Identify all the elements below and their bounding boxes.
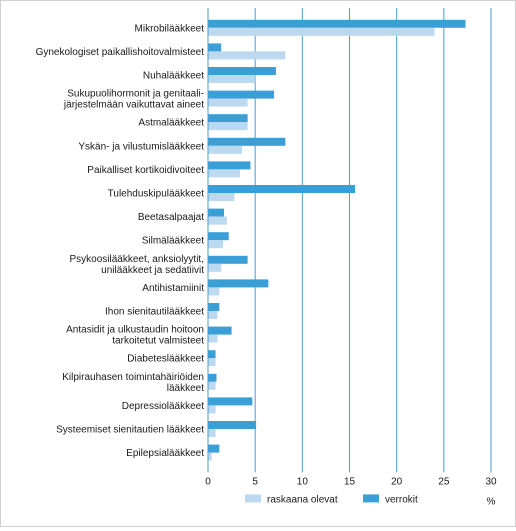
category-label: Nuhalääkkeet (143, 71, 204, 82)
category-label: Tulehduskipulääkkeet (108, 189, 205, 200)
x-tick-label: 25 (438, 476, 450, 487)
bar-raskaana-olevat (208, 27, 435, 36)
bar-raskaana-olevat (208, 381, 216, 390)
bar-verrokit (208, 114, 248, 123)
bar-raskaana-olevat (208, 98, 248, 107)
category-label: Diabeteslääkkeet (127, 354, 204, 365)
bar-raskaana-olevat (208, 311, 218, 319)
bar-verrokit (208, 208, 225, 217)
category-label: Psykoosilääkkeet, anksiolyytit, unilääkke… (69, 254, 204, 276)
category-label: Mikrobilääkkeet (135, 23, 205, 34)
bar-raskaana-olevat (208, 145, 242, 154)
bar-verrokit (208, 90, 275, 99)
bars (208, 19, 466, 461)
category-label: Antihistamiinit (142, 283, 204, 294)
category-label: Beetasalpaajat (138, 212, 204, 223)
legend-label-verrokit: verrokit (385, 494, 418, 505)
x-tick-label: 20 (391, 476, 403, 487)
category-label: Epilepsialääkkeet (126, 448, 204, 459)
category-label: Depressiolääkkeet (122, 401, 204, 412)
bar-verrokit (208, 137, 286, 146)
unit-label: % (487, 496, 496, 507)
bar-raskaana-olevat (208, 287, 220, 296)
x-tick-label: 0 (205, 476, 211, 487)
bar-raskaana-olevat (208, 240, 224, 249)
bar-raskaana-olevat (208, 193, 235, 201)
bar-raskaana-olevat (208, 429, 216, 437)
category-labels: Mikrobilääkkeet Gynekologiset paikallisho… (36, 23, 205, 459)
bar-verrokit (208, 397, 253, 406)
bar-verrokit (208, 444, 220, 453)
bar-verrokit (208, 232, 229, 241)
bar-raskaana-olevat (208, 51, 286, 60)
category-label: Systeemiset sienitautien lääkkeet (56, 425, 204, 436)
legend: raskaana olevat verrokit (245, 494, 418, 505)
bar-raskaana-olevat (208, 169, 241, 178)
bar-verrokit (208, 373, 217, 382)
grid-lines (254, 8, 492, 473)
bar-raskaana-olevat (208, 75, 256, 83)
bar-raskaana-olevat (208, 216, 227, 225)
category-label: Yskän- ja vilustumislääkkeet (78, 141, 204, 152)
bar-verrokit (208, 350, 216, 359)
bar-raskaana-olevat (208, 405, 216, 414)
bar-verrokit (208, 67, 276, 75)
bar-verrokit (208, 255, 248, 264)
category-label: Gynekologiset paikallishoitovalmisteet (36, 47, 205, 58)
bar-verrokit (208, 43, 222, 52)
x-tick-label: 15 (344, 476, 356, 487)
category-label: Silmälääkkeet (142, 236, 204, 247)
bar-raskaana-olevat (208, 452, 212, 461)
category-label: Sukupuolihormonit ja genitaali-järjestel… (63, 89, 204, 111)
category-label: Astmalääkkeet (138, 118, 204, 129)
x-tick-label: 10 (297, 476, 309, 487)
category-label: Paikalliset kortikoidivoiteet (87, 165, 204, 176)
x-tick-labels: 0 5 10 15 20 25 30 (205, 476, 497, 487)
legend-label-raskaana-olevat: raskaana olevat (267, 494, 338, 505)
category-label: Antasidit ja ulkustaudin hoitoon tarkoite… (66, 325, 204, 347)
legend-swatch-verrokit (363, 494, 379, 503)
bar-raskaana-olevat (208, 263, 222, 272)
bar-verrokit (208, 279, 269, 288)
bar-raskaana-olevat (208, 358, 216, 367)
category-label: Kilpirauhasen toimintahäiriöiden lääkkeet (62, 372, 204, 394)
bar-verrokit (208, 303, 220, 311)
bar-verrokit (208, 326, 232, 335)
legend-swatch-raskaana-olevat (245, 494, 261, 503)
bar-verrokit (208, 421, 257, 429)
category-label: Ihon sienitautilääkkeet (105, 307, 204, 318)
x-tick-label: 5 (252, 476, 258, 487)
x-tick-label: 30 (485, 476, 497, 487)
bar-verrokit (208, 161, 251, 170)
bar-raskaana-olevat (208, 334, 218, 343)
bar-verrokit (208, 19, 466, 28)
bar-verrokit (208, 185, 356, 193)
bar-raskaana-olevat (208, 122, 248, 131)
